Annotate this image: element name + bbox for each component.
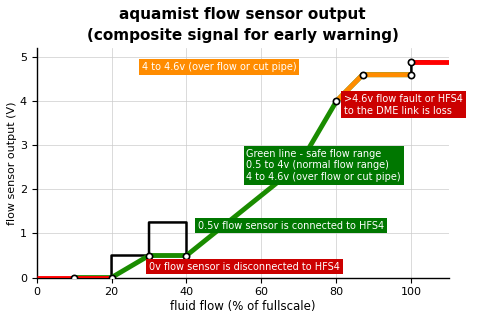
Text: 4 to 4.6v (over flow or cut pipe): 4 to 4.6v (over flow or cut pipe) [142,62,296,72]
Y-axis label: flow sensor output (V): flow sensor output (V) [7,101,17,225]
X-axis label: fluid flow (% of fullscale): fluid flow (% of fullscale) [170,300,315,313]
Text: 0v flow sensor is disconnected to HFS4: 0v flow sensor is disconnected to HFS4 [149,261,340,272]
Text: Green line - safe flow range
0.5 to 4v (normal flow range)
4 to 4.6v (over flow : Green line - safe flow range 0.5 to 4v (… [246,148,401,182]
Title: aquamist flow sensor output
(composite signal for early warning): aquamist flow sensor output (composite s… [87,7,399,43]
Text: 0.5v flow sensor is connected to HFS4: 0.5v flow sensor is connected to HFS4 [198,220,384,230]
Text: >4.6v flow fault or HFS4
to the DME link is loss: >4.6v flow fault or HFS4 to the DME link… [344,94,463,116]
